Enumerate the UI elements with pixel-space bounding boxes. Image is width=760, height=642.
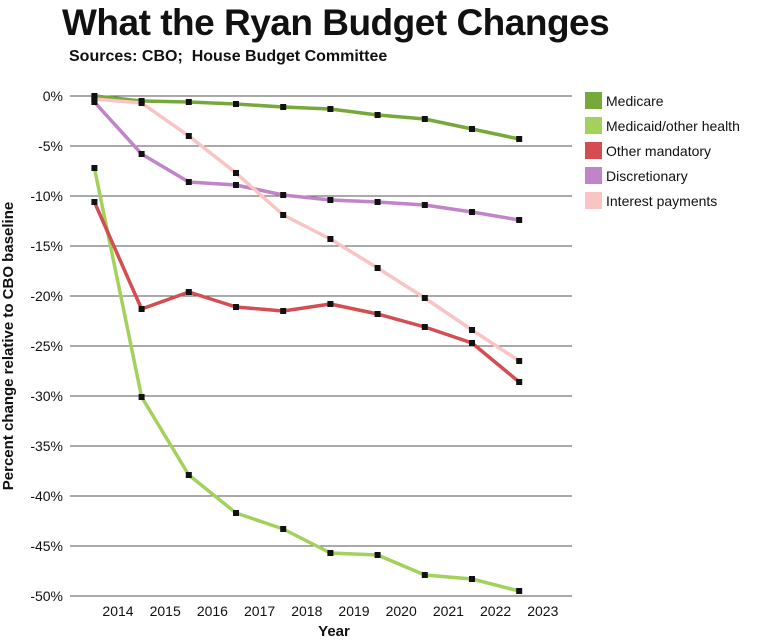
- gridlines: [70, 95, 572, 597]
- legend-label: Interest payments: [606, 193, 717, 209]
- data-point: [91, 96, 98, 102]
- legend-swatch: [585, 142, 602, 159]
- series-line-1: [92, 166, 521, 593]
- data-markers: [91, 93, 523, 594]
- data-point: [516, 379, 523, 385]
- x-tick-label: 2021: [433, 603, 464, 619]
- legend-label: Medicare: [606, 93, 664, 109]
- x-axis-ticks: 2014 2015 2016 2017 2018 2019 2020 2021 2022 2023: [102, 603, 558, 619]
- x-tick-label: 2017: [244, 603, 275, 619]
- y-tick-label: -45%: [30, 538, 63, 554]
- y-tick-label: -25%: [30, 338, 63, 354]
- data-point: [280, 104, 287, 110]
- data-point: [327, 301, 334, 307]
- data-point: [185, 99, 192, 105]
- legend-swatch: [585, 192, 602, 209]
- data-point: [327, 550, 334, 556]
- data-point: [327, 197, 334, 203]
- y-tick-label: -15%: [30, 238, 63, 254]
- data-point: [327, 236, 334, 242]
- legend: Medicare Medicaid/other health Other manda…: [585, 92, 740, 209]
- data-point: [516, 217, 523, 223]
- series-lines: [92, 94, 521, 593]
- data-point: [421, 202, 428, 208]
- data-point: [469, 327, 475, 333]
- legend-swatch: [585, 117, 602, 134]
- y-tick-label: -40%: [30, 488, 63, 504]
- data-point: [421, 116, 428, 122]
- legend-label: Medicaid/other health: [606, 118, 740, 134]
- series-line-3: [92, 100, 521, 222]
- x-tick-label: 2018: [291, 603, 322, 619]
- data-point: [185, 179, 192, 185]
- data-point: [421, 572, 428, 578]
- data-point: [138, 100, 145, 106]
- legend-label: Other mandatory: [606, 143, 711, 159]
- data-point: [469, 576, 475, 582]
- chart-subtitle: Sources: CBO; House Budget Committee: [69, 48, 388, 65]
- data-point: [469, 209, 475, 215]
- legend-swatch: [585, 167, 602, 184]
- data-point: [233, 304, 239, 310]
- data-point: [280, 526, 287, 532]
- data-point: [374, 112, 381, 118]
- legend-swatch: [585, 92, 602, 109]
- data-point: [374, 311, 381, 317]
- legend-label: Discretionary: [606, 168, 688, 184]
- y-tick-label: -10%: [30, 188, 63, 204]
- y-axis-label: Percent change relative to CBO baseline: [0, 202, 17, 490]
- data-point: [421, 324, 428, 330]
- data-point: [138, 306, 145, 312]
- x-tick-label: 2015: [150, 603, 181, 619]
- data-point: [233, 510, 239, 516]
- data-point: [327, 106, 334, 112]
- y-tick-label: -50%: [30, 588, 63, 604]
- data-point: [91, 165, 98, 171]
- data-point: [280, 192, 287, 198]
- data-point: [516, 358, 523, 364]
- chart-title: What the Ryan Budget Changes: [62, 2, 610, 43]
- y-tick-label: 0%: [43, 88, 63, 104]
- data-point: [374, 265, 381, 271]
- series-line-2: [92, 200, 521, 384]
- x-tick-label: 2019: [338, 603, 369, 619]
- data-point: [185, 133, 192, 139]
- data-point: [280, 212, 287, 218]
- data-point: [280, 308, 287, 314]
- data-point: [469, 340, 475, 346]
- data-point: [374, 552, 381, 558]
- y-axis-ticks: 0% -5% -10% -15% -20% -25% -30% -35% -40% -45% -50…: [30, 88, 63, 604]
- x-tick-label: 2016: [197, 603, 228, 619]
- x-tick-label: 2023: [527, 603, 558, 619]
- y-tick-label: -20%: [30, 288, 63, 304]
- data-point: [233, 182, 239, 188]
- data-point: [138, 151, 145, 157]
- x-tick-label: 2014: [102, 603, 133, 619]
- data-point: [138, 394, 145, 400]
- data-point: [233, 101, 239, 107]
- series-line-0: [92, 94, 521, 141]
- data-point: [469, 126, 475, 132]
- data-point: [374, 199, 381, 205]
- x-tick-label: 2020: [386, 603, 417, 619]
- data-point: [516, 588, 523, 594]
- x-tick-label: 2022: [480, 603, 511, 619]
- data-point: [421, 295, 428, 301]
- y-tick-label: -35%: [30, 438, 63, 454]
- y-tick-label: -5%: [38, 138, 63, 154]
- series-line-4: [92, 97, 521, 363]
- y-tick-label: -30%: [30, 388, 63, 404]
- data-point: [185, 289, 192, 295]
- data-point: [516, 136, 523, 142]
- data-point: [91, 199, 98, 205]
- x-axis-label: Year: [318, 623, 350, 640]
- data-point: [185, 472, 192, 478]
- data-point: [233, 170, 239, 176]
